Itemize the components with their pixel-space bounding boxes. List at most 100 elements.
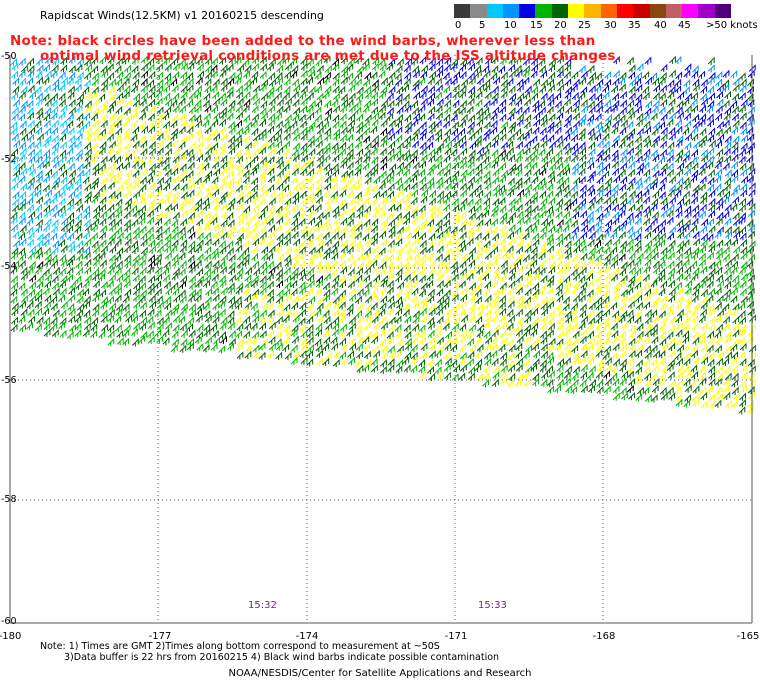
wind-barb [189,288,196,298]
wind-barb [267,309,275,318]
wind-barb [586,174,594,183]
wind-barb [204,77,212,87]
wind-barb [34,140,42,149]
wind-barb [267,204,275,214]
wind-barb [74,225,82,234]
wind-barb [83,218,91,227]
wind-barb [517,188,524,198]
wind-barb [530,135,538,144]
wind-barb [109,245,116,254]
wind-barb [450,359,458,368]
wind-barb [731,379,738,388]
wind-barb [43,328,51,338]
wind-barb [730,307,738,317]
wind-barb [524,153,532,163]
wind-barb [26,266,34,275]
wind-barb [226,163,234,172]
wind-barb [466,272,474,281]
wind-barb [484,259,492,268]
legend-swatch [502,4,520,18]
wind-barb [605,113,612,123]
wind-barb [228,197,236,206]
wind-barb [115,226,122,235]
wind-barb [692,83,700,92]
legend-swatch [714,4,732,18]
wind-barb [708,371,716,380]
wind-barb [690,224,698,233]
wind-barb [276,160,284,170]
wind-barb [220,133,227,142]
wind-barb [442,71,450,81]
wind-barb [628,203,636,212]
wind-barb [573,238,580,247]
wind-barb [372,111,379,120]
wind-barb [147,216,154,225]
wind-barb [667,188,675,197]
wind-barb [548,141,556,150]
wind-barb [83,79,91,88]
wind-barb [434,210,442,219]
wind-barb [611,84,618,93]
wind-barb [116,329,124,339]
wind-barb [19,120,27,129]
wind-barb [468,287,476,297]
wind-barb [682,176,690,185]
wind-barb [242,175,250,184]
wind-barb [364,295,372,304]
wind-barb [196,239,204,248]
wind-barb [652,190,660,199]
wind-barb [410,181,418,190]
wind-barb [405,57,412,66]
wind-barb [218,308,226,317]
wind-barb [140,147,148,156]
wind-barb [525,267,532,276]
wind-barb [323,272,331,282]
wind-barb [282,120,290,129]
wind-barb [708,365,715,374]
wind-barb [714,330,722,339]
wind-barb [498,314,506,324]
wind-barb [148,275,155,284]
wind-barb [492,106,499,115]
wind-barb [355,342,363,352]
wind-barb [338,308,346,318]
wind-barb [452,351,460,361]
wind-barb [682,239,690,248]
wind-barb [307,204,314,213]
wind-barb [220,218,228,228]
wind-barb [587,224,595,233]
wind-barb [594,287,602,296]
wind-barb [107,162,115,171]
wind-barb [364,176,372,185]
wind-barb [146,315,154,324]
wind-barb [123,189,131,199]
wind-barb [93,204,100,213]
wind-barb [653,349,660,359]
wind-barb [563,119,571,128]
wind-barb [220,154,228,163]
wind-barb [179,202,187,211]
wind-barb [516,132,524,141]
wind-barb [259,55,267,64]
wind-barb [180,274,187,284]
wind-barb [194,99,202,108]
wind-barb [148,140,156,150]
wind-barb [235,272,243,282]
wind-barb [467,225,475,235]
wind-barb [692,237,700,246]
wind-barb [29,281,36,290]
wind-barb [411,259,419,268]
wind-barb [362,62,370,71]
wind-barb [634,104,642,114]
wind-barb [146,266,154,275]
wind-barb [707,118,714,128]
wind-barb [259,189,267,198]
wind-barb [123,254,131,263]
wind-barb [451,120,459,129]
wind-barb [403,140,411,150]
wind-barb [644,328,652,338]
wind-barb [723,112,731,121]
wind-barb [715,105,723,114]
wind-barb [293,106,300,116]
wind-barb [619,99,627,108]
